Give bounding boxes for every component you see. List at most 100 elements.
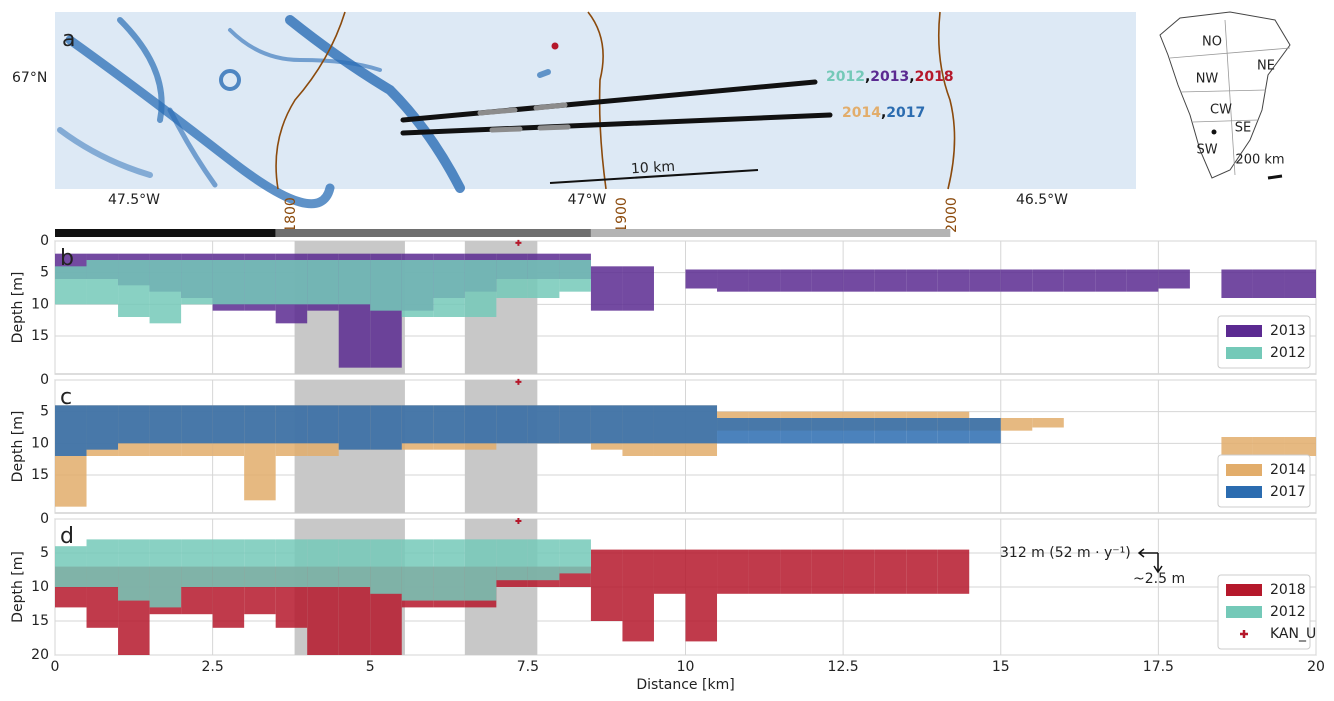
layer-band [812,270,844,292]
track-year: 2012 [826,69,865,85]
layer-band [528,260,560,298]
inset-region: NW [1196,72,1219,87]
layer-band [370,539,402,593]
zone-bar [591,229,950,237]
layer-band [1284,270,1316,299]
layer-band [276,405,308,443]
layer-band [118,405,150,443]
contour-label: 1800 [283,197,299,233]
annotation: 312 m (52 m · y⁻¹) [1000,545,1131,561]
layer-band [339,405,371,449]
lon-label: 46.5°W [1016,192,1068,208]
layer-band [1253,270,1285,299]
layer-band [370,260,402,311]
y-tick-label: 20 [31,647,49,663]
layer-band [465,405,497,443]
layer-band [150,260,182,323]
layer-band [591,266,623,310]
layer-band [938,270,970,292]
layer-band [559,260,591,292]
layer-band [433,260,465,317]
layer-band [812,418,844,443]
annotation: ~2.5 m [1133,571,1185,587]
inset-region: NE [1257,59,1275,74]
inset-region: SW [1196,143,1217,158]
layer-band [622,550,654,642]
layer-band [465,260,497,317]
layer-band [622,405,654,443]
layer-band [150,405,182,443]
figure: 10 km a 67°N 47.5°W 47°W 46.5°W 1800 190… [0,0,1334,697]
layer-band [906,418,938,443]
layer-band [496,260,528,298]
layer-band [150,539,182,607]
legend-label: KAN_U [1270,626,1316,642]
track-year: 2014 [842,105,881,121]
layer-band [686,270,718,289]
track-legend: 2012,2013,2018 [826,69,954,85]
layer-band [654,550,686,594]
layer-band [1001,418,1033,431]
layer-band [969,270,1001,292]
layer-band [307,539,339,587]
layer-band [339,260,371,304]
layer-band [307,405,339,443]
legend-label: 2014 [1270,462,1306,478]
legend-swatch [1226,486,1262,498]
layer-band [244,539,276,587]
layer-band [812,550,844,594]
layer-band [780,418,812,443]
inset-region: SE [1235,121,1251,136]
scale-label: 10 km [631,159,676,178]
layer-band [559,539,591,573]
layer-band [402,260,434,317]
track-year: 2018 [915,69,954,85]
contour-label: 2000 [944,197,960,233]
layer-band [244,405,276,443]
layer-band [244,260,276,304]
y-tick-label: 15 [31,467,49,483]
y-axis-label: Depth [m] [10,551,26,623]
layer-band [55,546,87,587]
track-year: 2017 [886,105,925,121]
contour-label: 1900 [614,197,630,233]
lon-label: 47.5°W [108,192,160,208]
y-axis-label: Depth [m] [10,411,26,483]
layer-band [118,260,150,317]
layer-band [686,405,718,443]
layer-band [749,418,781,443]
y-tick-label: 10 [31,296,49,312]
layer-band [87,539,119,587]
layer-band [496,405,528,443]
legend-label: 2012 [1270,604,1306,620]
x-tick-label: 10 [677,659,695,675]
layer-band [181,405,213,443]
layer-band [213,260,245,304]
y-tick-label: 10 [31,579,49,595]
x-tick-label: 0 [51,659,60,675]
layer-band [276,539,308,587]
legend-label: 2012 [1270,345,1306,361]
inset-region: CW [1210,103,1232,118]
layer-band [55,405,87,456]
legend-label: 2017 [1270,484,1306,500]
panel-label: b [60,246,74,271]
layer-band [717,550,749,594]
layer-band [181,260,213,304]
layer-band [906,550,938,594]
x-tick-label: 15 [992,659,1010,675]
layer-band [906,270,938,292]
legend-swatch [1226,347,1262,359]
zone-bar [55,229,276,237]
y-tick-label: 5 [40,545,49,561]
layer-band [591,550,623,621]
layer-band [559,405,591,443]
layer-band [969,418,1001,443]
lon-label: 47°W [568,192,607,208]
layer-band [875,550,907,594]
legend-swatch [1226,606,1262,618]
layer-band [686,550,718,642]
layer-band [87,405,119,449]
layer-band [875,418,907,443]
layer-band [496,539,528,580]
